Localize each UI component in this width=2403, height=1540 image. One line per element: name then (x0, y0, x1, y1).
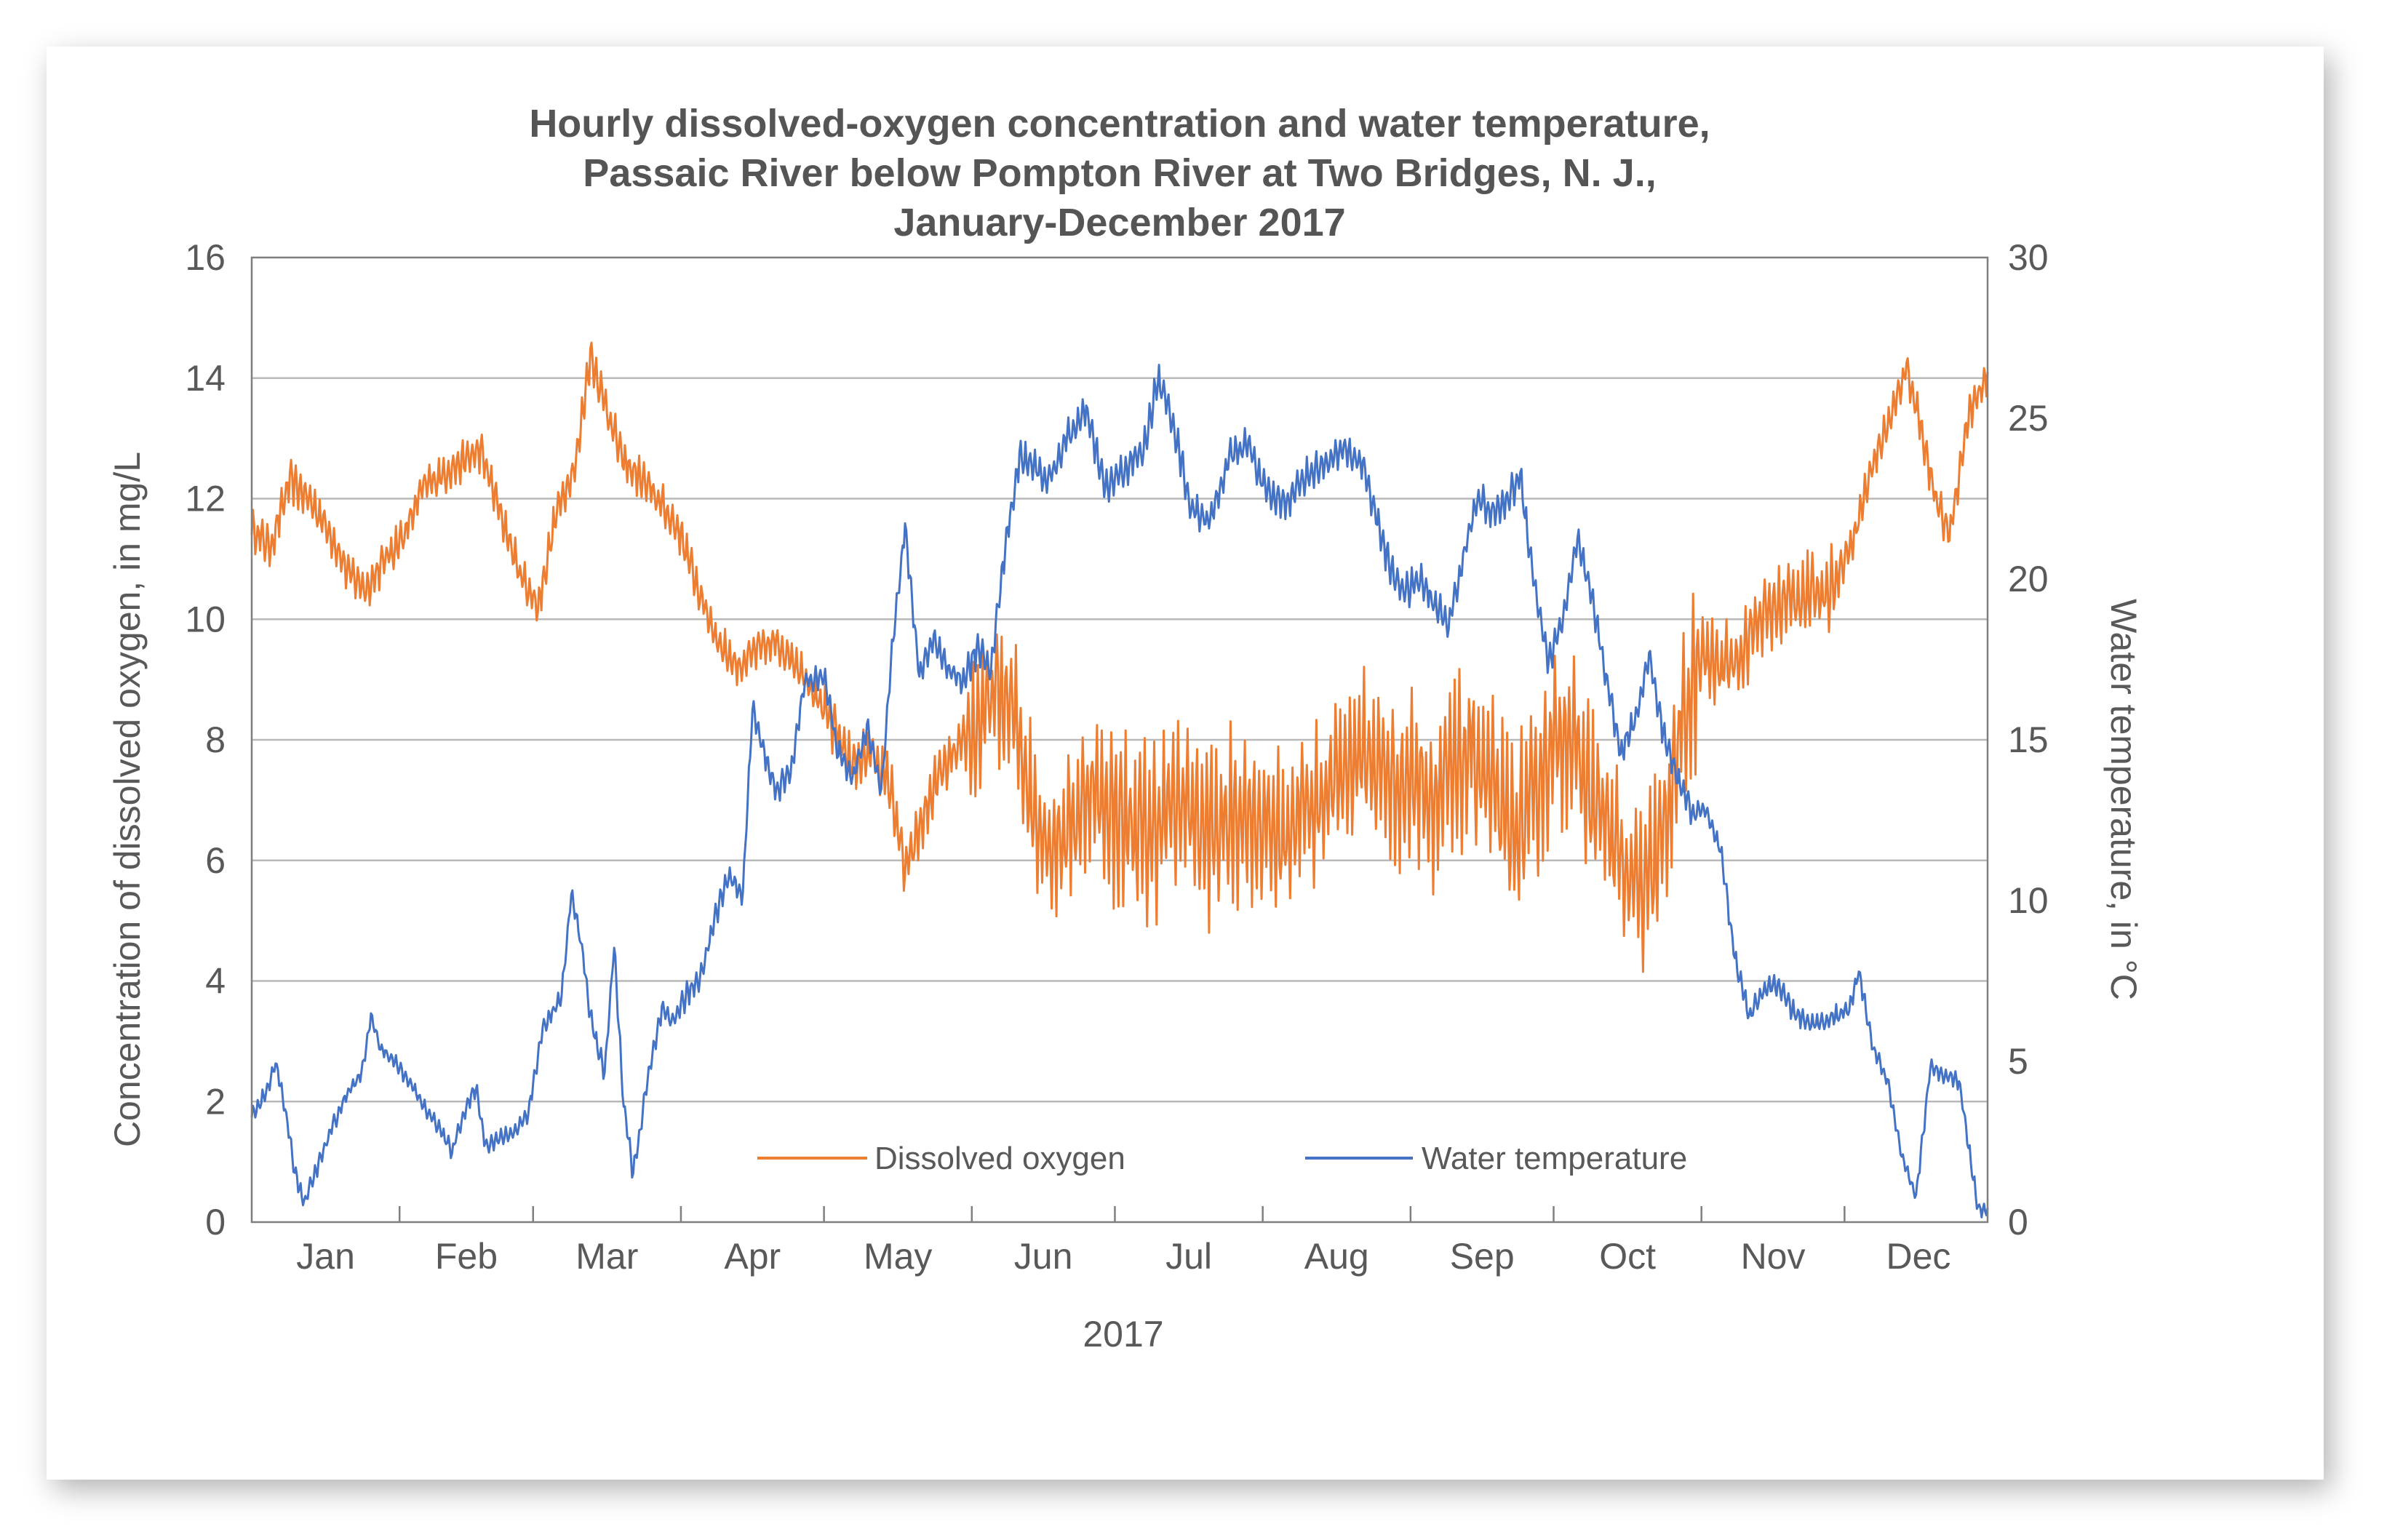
y-right-tick-label: 15 (2008, 719, 2049, 760)
y-right-tick-label: 20 (2008, 559, 2049, 599)
legend-dissolved-oxygen-label: Dissolved oxygen (874, 1141, 1125, 1176)
x-month-tick-label: Mar (575, 1236, 638, 1277)
legend: Dissolved oxygen Water temperature (757, 1141, 1687, 1176)
plot-area-border (250, 256, 1989, 1224)
y-left-tick-label: 6 (205, 840, 226, 881)
dissolved-oxygen-temperature-chart: Hourly dissolved-oxygen concentration an… (107, 102, 2144, 1355)
water-temperature-series-line (250, 364, 1989, 1218)
x-month-tick-label: Feb (435, 1236, 498, 1277)
x-axis-label: 2017 (1083, 1314, 1163, 1355)
x-month-tick-label: Nov (1741, 1236, 1806, 1277)
y-left-tick-label: 0 (205, 1202, 226, 1242)
y-left-tick-label: 12 (185, 479, 226, 519)
y-right-tick-label: 0 (2008, 1202, 2028, 1242)
legend-water-temperature-label: Water temperature (1422, 1141, 1687, 1176)
y-axis-right-label: Water temperature, in °C (2103, 599, 2144, 1000)
y-right-tick-label: 30 (2008, 237, 2049, 278)
chart-title-line-3: January-December 2017 (893, 201, 1345, 244)
dissolved-oxygen-series-line (250, 341, 1989, 973)
y-left-tick-label: 2 (205, 1081, 226, 1122)
x-month-tick-label: Apr (724, 1236, 781, 1277)
chart-title-line-2: Passaic River below Pompton River at Two… (583, 151, 1656, 195)
x-month-tick-label: Oct (1599, 1236, 1656, 1277)
y-right-tick-label: 10 (2008, 880, 2049, 921)
chart-card: Hourly dissolved-oxygen concentration an… (47, 47, 2324, 1480)
y-left-tick-label: 8 (205, 719, 226, 760)
y-axis-left-label: Concentration of dissolved oxygen, in mg… (107, 452, 148, 1147)
y-left-tick-label: 14 (185, 358, 226, 399)
y-left-tick-label: 16 (185, 237, 226, 278)
chart-title-line-1: Hourly dissolved-oxygen concentration an… (529, 102, 1710, 145)
x-month-tick-label: Dec (1886, 1236, 1950, 1277)
y-right-tick-label: 5 (2008, 1041, 2028, 1082)
y-left-tick-label: 4 (205, 961, 226, 1002)
x-month-tick-label: May (864, 1236, 932, 1277)
x-month-tick-label: Jan (296, 1236, 355, 1277)
x-month-tick-label: Sep (1450, 1236, 1515, 1277)
x-month-tick-label: Jul (1165, 1236, 1212, 1277)
x-month-tick-label: Jun (1014, 1236, 1073, 1277)
y-left-tick-label: 10 (185, 599, 226, 639)
y-right-tick-label: 25 (2008, 398, 2049, 439)
x-month-tick-label: Aug (1304, 1236, 1369, 1277)
